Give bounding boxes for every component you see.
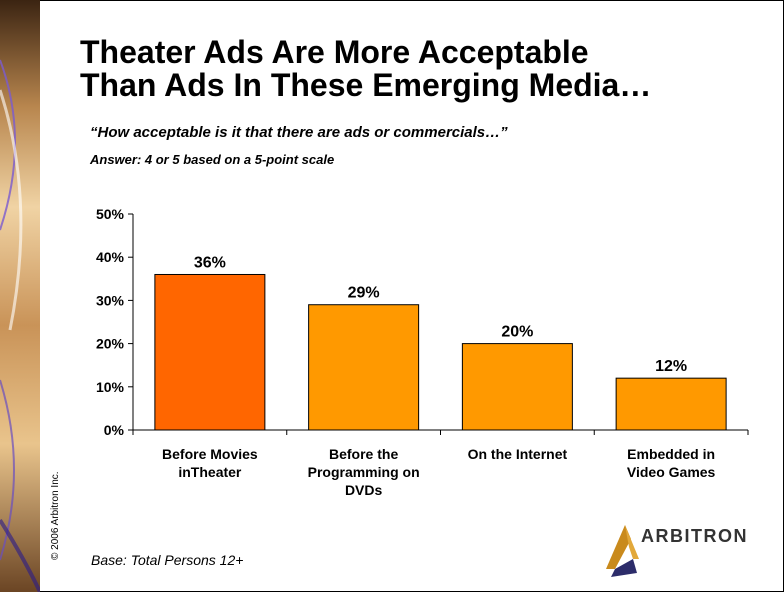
slide-title: Theater Ads Are More Acceptable Than Ads…	[80, 36, 780, 102]
data-label: 29%	[348, 285, 380, 302]
data-label: 20%	[501, 324, 533, 341]
y-tick-label: 20%	[96, 336, 125, 352]
bar	[461, 343, 573, 431]
decorative-side-strip	[0, 0, 40, 592]
slide-title-line-2: Than Ads In These Emerging Media…	[80, 67, 652, 103]
slide-title-line-1: Theater Ads Are More Acceptable	[80, 34, 589, 70]
y-tick-label: 0%	[104, 422, 125, 438]
bar	[308, 304, 420, 431]
data-label: 12%	[655, 358, 687, 375]
category-label: Video Games	[627, 464, 716, 480]
bar	[154, 273, 266, 431]
survey-question: “How acceptable is it that there are ads…	[90, 124, 508, 141]
category-label: Embedded in	[627, 446, 715, 462]
category-label: DVDs	[345, 482, 383, 498]
category-label: On the Internet	[468, 446, 568, 462]
category-label: Programming on	[308, 464, 420, 480]
category-label: Before the	[329, 446, 398, 462]
base-note: Base: Total Persons 12+	[91, 552, 244, 568]
answer-note: Answer: 4 or 5 based on a 5-point scale	[90, 152, 335, 167]
category-label: Before Movies	[162, 446, 258, 462]
data-label: 36%	[194, 254, 226, 271]
y-tick-label: 30%	[96, 292, 125, 308]
y-tick-label: 10%	[96, 379, 125, 395]
arbitron-triangle-logo-icon	[606, 525, 639, 577]
logo-wordmark: ARBITRON	[641, 526, 748, 546]
arbitron-logo: ARBITRON	[603, 511, 773, 583]
y-tick-label: 50%	[96, 206, 125, 222]
category-label: inTheater	[178, 464, 242, 480]
y-tick-label: 40%	[96, 249, 125, 265]
bar	[615, 377, 727, 431]
